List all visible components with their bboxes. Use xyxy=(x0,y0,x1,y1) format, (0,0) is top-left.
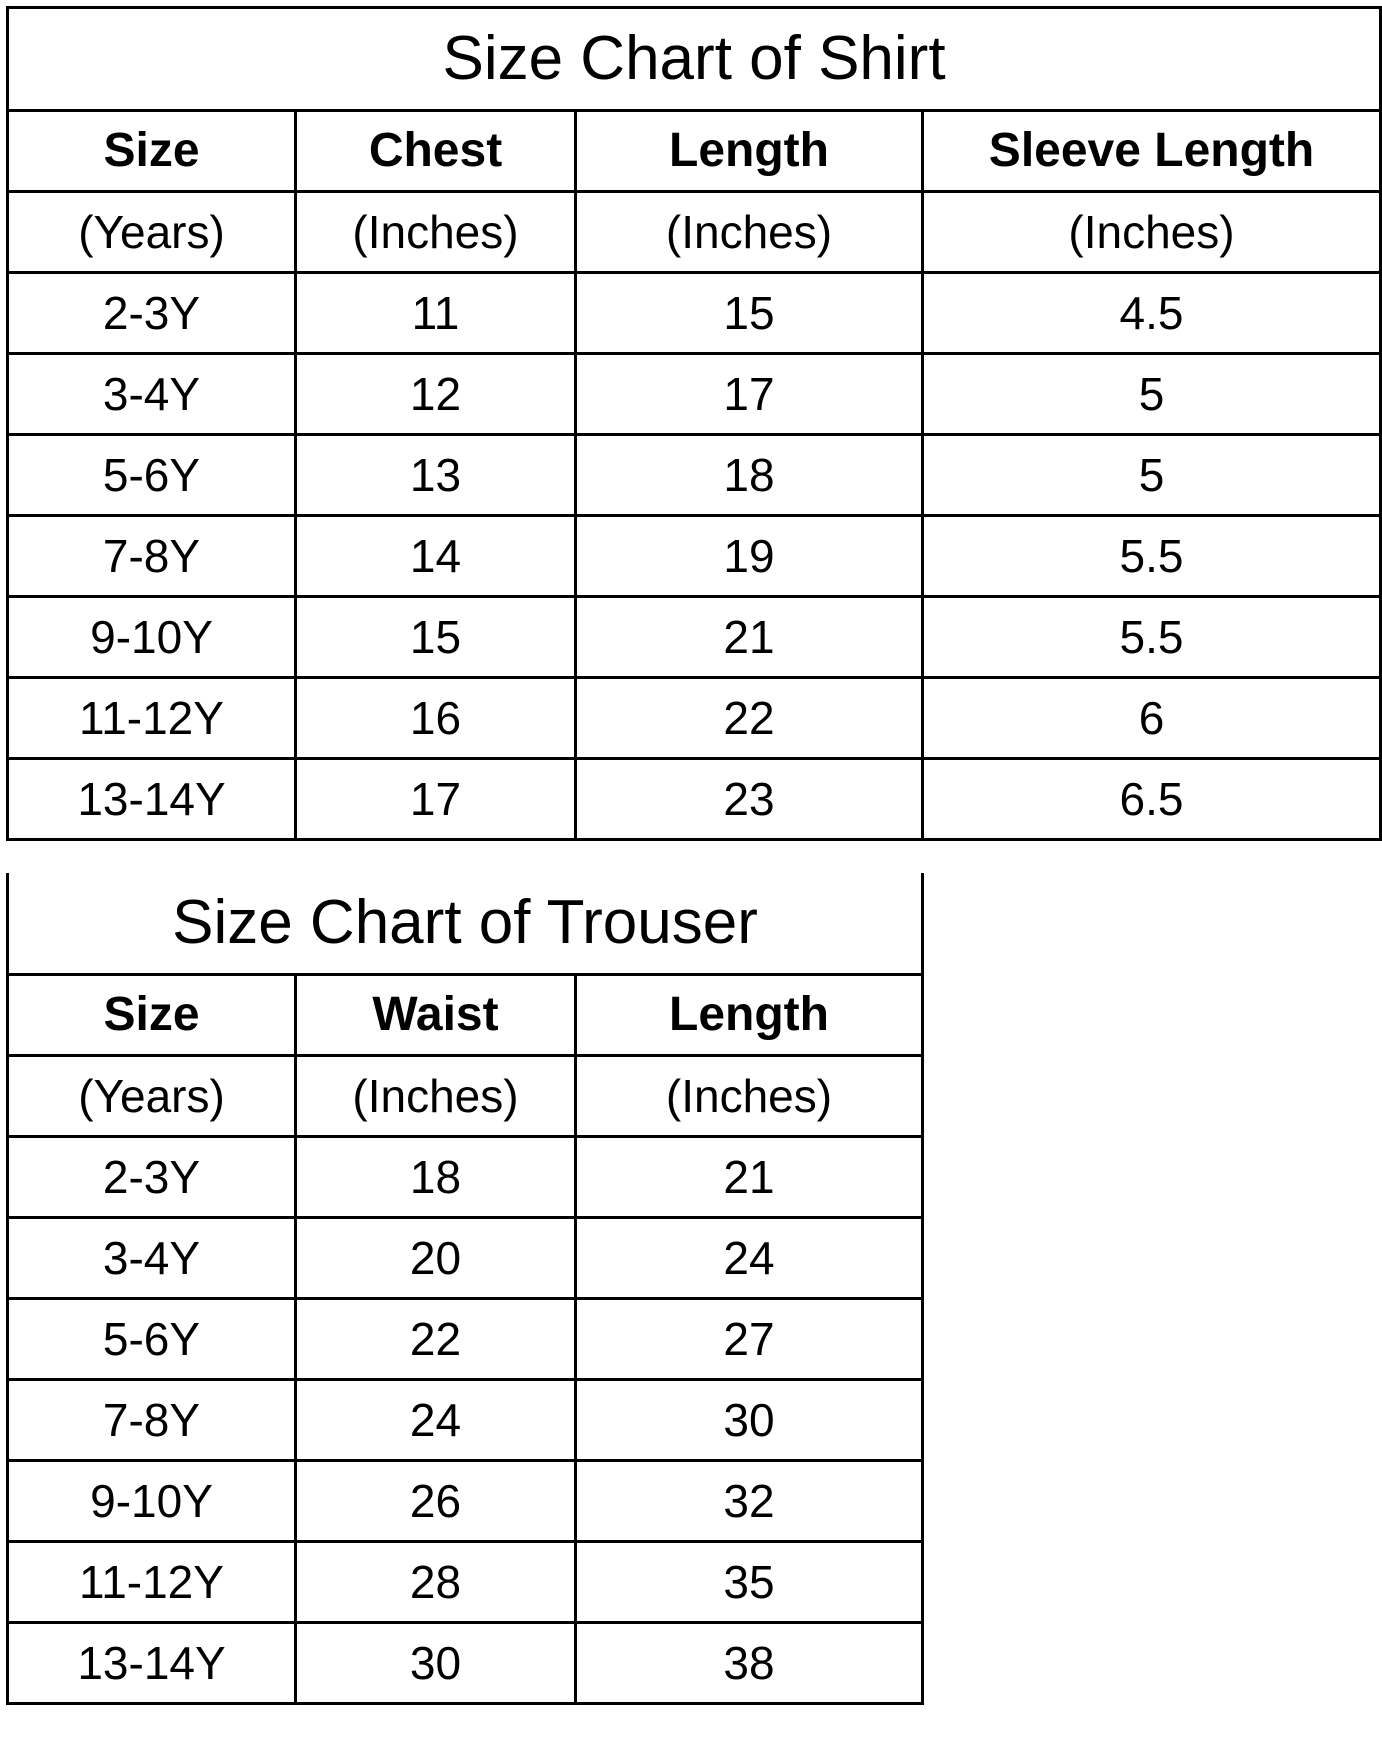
table-row: 5-6Y 22 27 xyxy=(6,1297,924,1381)
table-row: 9-10Y 26 32 xyxy=(6,1459,924,1543)
table-row: 13-14Y 30 38 xyxy=(6,1621,924,1705)
table-cell: 22 xyxy=(294,1297,577,1381)
title-row: Size Chart of Shirt xyxy=(5,6,1382,112)
table-cell: 15 xyxy=(574,271,924,355)
table-cell: 5.5 xyxy=(920,514,1382,598)
column-unit: (Years) xyxy=(6,190,297,274)
column-unit: (Inches) xyxy=(574,190,924,274)
table-row: 11-12Y 28 35 xyxy=(6,1540,924,1624)
table-cell: 15 xyxy=(294,595,577,679)
title-row: Size Chart of Trouser xyxy=(6,873,924,976)
table-cell: 20 xyxy=(294,1216,577,1300)
table-cell: 17 xyxy=(294,757,577,841)
table-cell: 17 xyxy=(574,352,924,436)
table-cell: 13-14Y xyxy=(6,1621,297,1705)
table-cell: 5.5 xyxy=(920,595,1382,679)
table-cell: 9-10Y xyxy=(6,595,297,679)
table-cell: 2-3Y xyxy=(6,1135,297,1219)
table-cell: 26 xyxy=(294,1459,577,1543)
header-row: Size Chest Length Sleeve Length xyxy=(6,109,1382,193)
table-cell: 13 xyxy=(294,433,577,517)
table-cell: 30 xyxy=(294,1621,577,1705)
column-unit: (Inches) xyxy=(294,1054,577,1138)
table-cell: 7-8Y xyxy=(6,514,297,598)
column-unit: (Years) xyxy=(6,1054,297,1138)
table-cell: 19 xyxy=(574,514,924,598)
column-header: Length xyxy=(574,109,924,193)
column-header: Chest xyxy=(294,109,577,193)
trouser-size-table: Size Chart of Trouser Size Waist Length (Yea… xyxy=(6,873,924,1705)
column-header: Waist xyxy=(294,973,577,1057)
table-cell: 3-4Y xyxy=(6,1216,297,1300)
table-cell: 22 xyxy=(574,676,924,760)
shirt-size-table: Size Chart of Shirt Size Chest Length Sleeve… xyxy=(5,6,1382,841)
column-header: Sleeve Length xyxy=(920,109,1382,193)
table-cell: 2-3Y xyxy=(6,271,297,355)
table-cell: 4.5 xyxy=(920,271,1382,355)
table-cell: 11 xyxy=(294,271,577,355)
table-cell: 11-12Y xyxy=(6,676,297,760)
table-cell: 18 xyxy=(574,433,924,517)
table-cell: 32 xyxy=(574,1459,924,1543)
table-cell: 6 xyxy=(920,676,1382,760)
unit-row: (Years) (Inches) (Inches) xyxy=(6,1054,924,1138)
table-row: 13-14Y 17 23 6.5 xyxy=(6,757,1382,841)
table-row: 7-8Y 24 30 xyxy=(6,1378,924,1462)
table-row: 3-4Y 12 17 5 xyxy=(6,352,1382,436)
table-cell: 12 xyxy=(294,352,577,436)
table-title: Size Chart of Shirt xyxy=(5,6,1382,112)
table-cell: 9-10Y xyxy=(6,1459,297,1543)
table-cell: 6.5 xyxy=(920,757,1382,841)
table-cell: 16 xyxy=(294,676,577,760)
table-cell: 5-6Y xyxy=(6,433,297,517)
table-row: 11-12Y 16 22 6 xyxy=(6,676,1382,760)
table-cell: 5-6Y xyxy=(6,1297,297,1381)
table-cell: 14 xyxy=(294,514,577,598)
table-row: 7-8Y 14 19 5.5 xyxy=(6,514,1382,598)
table-cell: 21 xyxy=(574,1135,924,1219)
table-title: Size Chart of Trouser xyxy=(6,873,924,976)
table-cell: 30 xyxy=(574,1378,924,1462)
table-cell: 28 xyxy=(294,1540,577,1624)
column-unit: (Inches) xyxy=(294,190,577,274)
table-row: 5-6Y 13 18 5 xyxy=(6,433,1382,517)
table-cell: 5 xyxy=(920,352,1382,436)
table-row: 3-4Y 20 24 xyxy=(6,1216,924,1300)
table-cell: 3-4Y xyxy=(6,352,297,436)
column-header: Size xyxy=(6,973,297,1057)
table-row: 2-3Y 18 21 xyxy=(6,1135,924,1219)
table-cell: 27 xyxy=(574,1297,924,1381)
column-header: Size xyxy=(6,109,297,193)
table-cell: 21 xyxy=(574,595,924,679)
table-row: 2-3Y 11 15 4.5 xyxy=(6,271,1382,355)
column-unit: (Inches) xyxy=(574,1054,924,1138)
table-cell: 23 xyxy=(574,757,924,841)
table-cell: 24 xyxy=(574,1216,924,1300)
table-cell: 5 xyxy=(920,433,1382,517)
unit-row: (Years) (Inches) (Inches) (Inches) xyxy=(6,190,1382,274)
column-unit: (Inches) xyxy=(920,190,1382,274)
table-cell: 24 xyxy=(294,1378,577,1462)
header-row: Size Waist Length xyxy=(6,973,924,1057)
table-cell: 38 xyxy=(574,1621,924,1705)
table-cell: 7-8Y xyxy=(6,1378,297,1462)
table-cell: 13-14Y xyxy=(6,757,297,841)
column-header: Length xyxy=(574,973,924,1057)
table-cell: 11-12Y xyxy=(6,1540,297,1624)
table-row: 9-10Y 15 21 5.5 xyxy=(6,595,1382,679)
table-cell: 18 xyxy=(294,1135,577,1219)
table-cell: 35 xyxy=(574,1540,924,1624)
